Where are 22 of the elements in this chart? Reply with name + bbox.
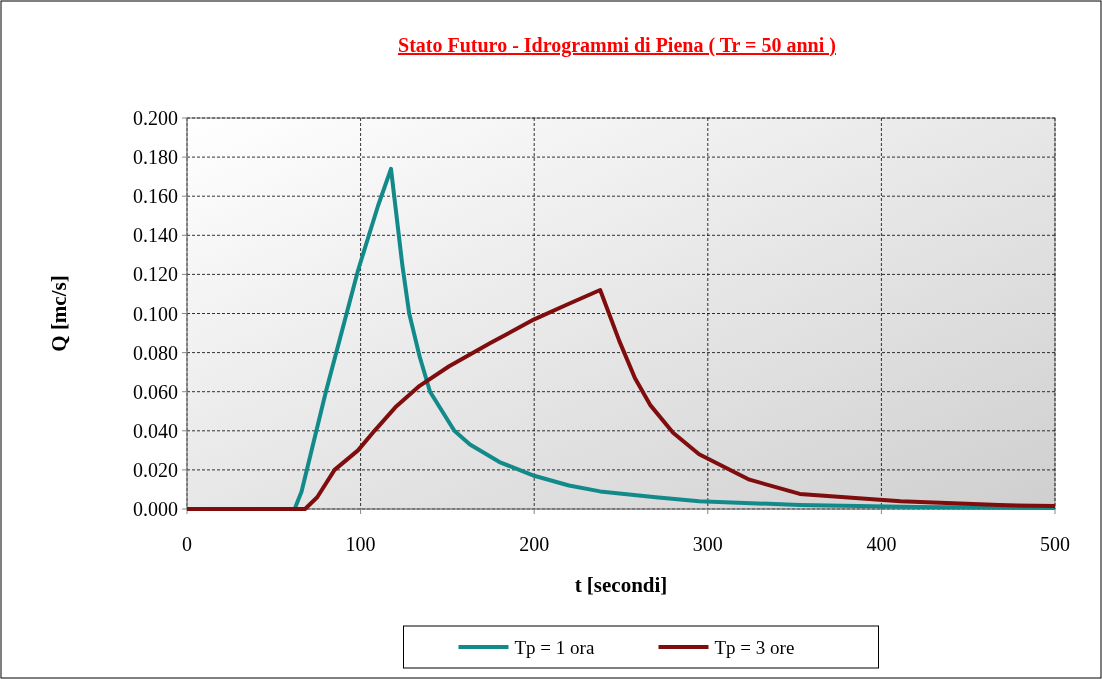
x-tick-label: 300	[692, 533, 723, 555]
chart-title: Stato Futuro - Idrogrammi di Piena ( Tr = 50 anni )	[398, 34, 836, 57]
legend-label: Tp = 1 ora	[514, 636, 595, 658]
y-tick-label: 0.160	[133, 185, 178, 208]
x-tick-label: 100	[345, 533, 376, 555]
y-tick-label: 0.120	[133, 263, 178, 286]
y-tick-label: 0.140	[133, 224, 178, 247]
x-tick-label: 400	[866, 533, 897, 555]
y-tick-label: 0.180	[133, 146, 178, 169]
legend-label: Tp = 3 ore	[714, 636, 795, 658]
y-tick-label: 0.020	[133, 458, 178, 481]
y-tick-label: 0.100	[133, 302, 178, 325]
x-tick-label: 0	[182, 533, 192, 555]
y-tick-label: 0.040	[133, 419, 178, 442]
y-axis-title: Q [mc/s]	[47, 275, 71, 352]
y-tick-label: 0.080	[133, 341, 178, 364]
x-tick-label: 200	[519, 533, 550, 555]
y-tick-label: 0.200	[133, 107, 178, 129]
y-tick-label: 0.060	[133, 380, 178, 403]
x-tick-label: 500	[1040, 533, 1070, 555]
y-tick-label: 0.000	[133, 498, 178, 520]
x-axis-title: t [secondi]	[574, 573, 668, 597]
